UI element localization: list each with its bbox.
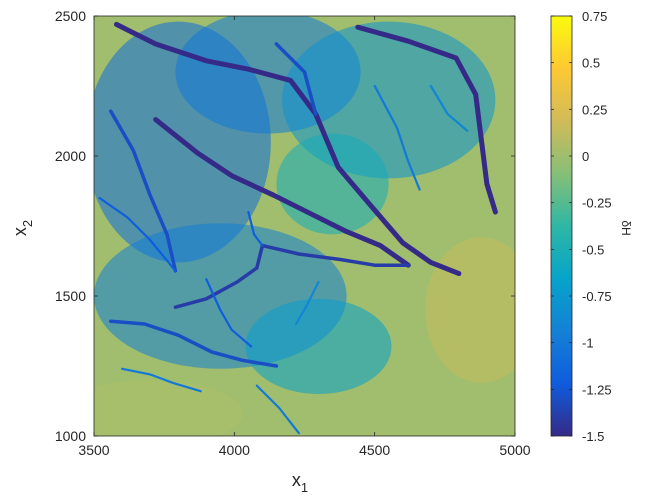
channel-2 — [355, 24, 498, 215]
x-axis: 3500 4000 4500 5000 — [78, 16, 531, 458]
channel-7 — [109, 319, 279, 368]
channel-1 — [153, 117, 411, 268]
colorbar-tick-label: 0.75 — [582, 9, 607, 24]
y-axis-label: x2 — [10, 220, 35, 236]
colorbar-tick-label: -1 — [582, 336, 594, 351]
channel-15 — [295, 280, 320, 326]
channel-8 — [98, 196, 177, 272]
x-tick-label: 4500 — [359, 442, 390, 458]
region-4 — [245, 298, 392, 394]
x-axis-label: x1 — [292, 470, 308, 495]
x-tick-label: 5000 — [499, 442, 530, 458]
colorbar-ticks: -1.5 -1.25 -1 -0.75 -0.5 -0.25 0 0.25 0.5 0.75 — [551, 9, 612, 444]
channel-13 — [255, 384, 300, 435]
colorbar-tick-label: 0 — [582, 149, 589, 164]
channel-6 — [274, 42, 318, 116]
colorbar-tick-label: -1.25 — [582, 382, 612, 397]
channel-11 — [120, 367, 202, 393]
channel-3 — [260, 243, 411, 267]
y-axis: 1000 1500 2000 2500 — [55, 8, 515, 444]
channel-9 — [247, 210, 264, 247]
colorbar-tick-label: 0.25 — [582, 102, 607, 117]
y-tick-label: 2500 — [55, 8, 86, 24]
y-tick-label: 1500 — [55, 288, 86, 304]
colorbar-tick-label: -1.5 — [582, 429, 604, 444]
heatmap-plot-area — [93, 15, 516, 437]
channel-12 — [373, 84, 421, 191]
colorbar: -1.5 -1.25 -1 -0.75 -0.5 -0.25 0 0.25 0.5 0.75 δH — [550, 9, 633, 444]
colorbar-bar — [550, 15, 573, 437]
colorbar-tick-label: 0.5 — [582, 56, 600, 71]
y-tick-label: 2000 — [55, 148, 86, 164]
channel-4 — [173, 243, 265, 309]
channel-5 — [109, 109, 178, 273]
channel-14 — [429, 84, 469, 132]
region-7 — [94, 380, 243, 436]
colorbar-tick-label: -0.75 — [582, 289, 612, 304]
colorbar-tick-label: -0.25 — [582, 196, 612, 211]
y-tick-label: 1000 — [55, 428, 86, 444]
channel-10 — [205, 278, 253, 348]
region-6 — [425, 237, 515, 383]
x-tick-label: 3500 — [78, 442, 109, 458]
plot-frame — [93, 15, 516, 437]
x-tick-label: 4000 — [219, 442, 250, 458]
colorbar-tick-label: -0.5 — [582, 242, 604, 257]
heatmap-surface — [94, 16, 515, 436]
colorbar-label: δH — [619, 220, 633, 235]
